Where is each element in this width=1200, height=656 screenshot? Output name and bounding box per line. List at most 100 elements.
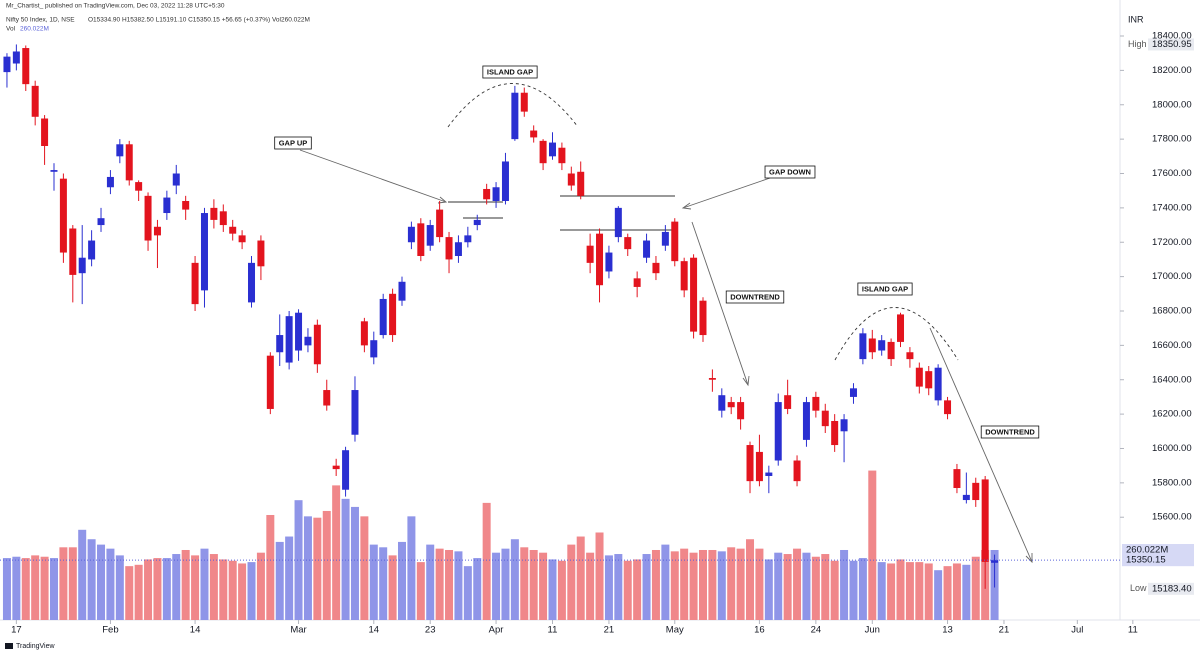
volume-bar [642,554,651,620]
arrow-head [1025,553,1033,564]
volume-bar [106,548,115,620]
annotation-text: DOWNTREND [730,292,780,301]
candle-body [558,147,566,164]
volume-legend-value: 260.022M [20,26,49,33]
volume-bar [680,548,689,620]
annotation-text: DOWNTREND [985,427,1035,436]
candle-body [868,338,876,353]
arrow-head [437,196,448,204]
logo-mark [5,643,13,649]
candle-body [652,262,660,274]
annotation-box [764,165,816,179]
candle-body [539,140,547,164]
x-tick-label: 23 [425,625,436,636]
volume-bar [877,562,886,620]
volume-bar [303,516,312,620]
candle-body [511,92,519,140]
volume-bar [49,558,58,620]
volume-bar [849,560,858,620]
annotation-text: GAP UP [279,138,308,147]
volume-bar [924,563,933,620]
annotation-drawings [299,83,1033,564]
candle-body [586,245,594,263]
candle-body [135,182,143,191]
annotation-box [274,136,312,150]
x-tick-label: 16 [754,625,765,636]
candle-body [925,371,933,389]
candle-body [718,395,726,411]
candles [3,44,999,589]
x-tick-label: Apr [489,625,504,636]
candle-body [690,257,698,332]
candle-body [897,314,905,342]
candle-body [934,367,942,401]
volume-bar [576,536,585,620]
candle-body [878,340,886,351]
candle-body [417,223,425,256]
volume-bar [350,506,359,620]
candle-body [859,333,867,360]
volume-bar [360,516,369,620]
close-tag-value: 15350.15 [1126,555,1166,566]
candle-body [906,352,914,360]
volume-bar [285,536,294,620]
volume-bar [445,549,454,620]
volume-bar [840,549,849,620]
volume-bar [379,547,388,620]
volume-bar [153,558,162,620]
volume-bar [586,552,595,620]
candle-body [238,235,246,243]
volume-bar [492,552,501,620]
volume-bar [821,554,830,620]
volume-bar [435,548,444,620]
candle-body [849,388,857,397]
volume-bar [943,566,952,620]
volume-bar [294,500,303,620]
candle-body [972,482,980,501]
volume-bar [2,558,11,620]
candle-body [398,281,406,301]
volume-bar [463,566,472,620]
candle-body [887,341,895,360]
candle-body [200,213,208,291]
candle-body [802,402,810,440]
volume-bar [811,556,820,620]
island-gap-arc [447,83,579,128]
volume-bar [21,558,30,620]
y-tick-label: 16600.00 [1152,340,1192,351]
candle-body [624,237,632,250]
volume-bar [614,554,623,620]
candle-body [31,85,39,117]
candle-body [276,335,284,353]
volume-bar [604,555,613,620]
volume-bar [557,560,566,620]
x-tick-label: 21 [999,625,1010,636]
candle-body [257,240,265,267]
y-tick-label: 16000.00 [1152,443,1192,454]
volume-bar [887,563,896,620]
candle-body [370,340,378,358]
volume-bar [670,551,679,620]
candle-body [944,400,952,415]
volume-bar [125,566,134,620]
candle-body [793,460,801,482]
candle-body [210,207,218,220]
candle-body [116,144,124,157]
volume-bar [529,549,538,620]
candle-body [332,465,340,470]
y-tick-label: 17800.00 [1152,134,1192,145]
volume-bar [322,510,331,620]
arrow [682,177,771,209]
candle-body [426,225,434,246]
candle-body [295,312,303,351]
volume-bar [407,516,416,620]
candle-body [643,240,651,258]
volume-bar [219,559,228,620]
x-tick-label: Jul [1071,625,1083,636]
volume-bar [934,570,943,620]
candle-body [596,233,604,286]
volume-bar [520,547,529,620]
arrow [299,149,447,203]
y-tick-label: 17200.00 [1152,237,1192,248]
candle-body [727,402,735,408]
